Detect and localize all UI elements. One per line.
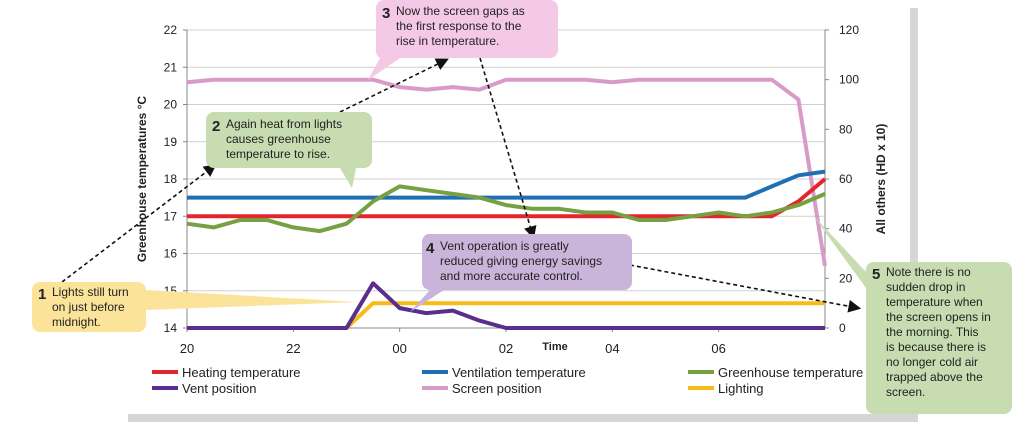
callout-text: midnight. (52, 315, 101, 329)
series-line (187, 169, 826, 200)
y-tick-label: 18 (164, 172, 178, 186)
legend-label: Greenhouse temperature (718, 365, 863, 380)
arrow (339, 58, 449, 113)
callout-text: is because there is (886, 340, 986, 354)
x-axis-title: Time (542, 341, 567, 353)
callout-text: reduced giving energy savings (440, 254, 602, 268)
callout-text: Now the screen gaps as (396, 4, 525, 18)
callout-number: 1 (38, 286, 46, 303)
series-line (187, 281, 825, 330)
legend: Heating temperature Ventilation temperatu… (152, 365, 863, 396)
callout-text: Vent operation is greatly (440, 239, 569, 253)
callout-text: the morning. This (886, 325, 979, 339)
callout-text: and more accurate control. (440, 269, 583, 283)
callout-text: Lights still turn (52, 285, 129, 299)
series-line (187, 177, 827, 219)
callout-text: temperature to rise. (226, 147, 330, 161)
callout-text: screen. (886, 385, 925, 399)
callout-text: trapped above the (886, 370, 983, 384)
y-tick-label: 22 (164, 23, 178, 37)
callout-text: the first response to the (396, 19, 522, 33)
callout-box (32, 282, 358, 332)
legend-label: Heating temperature (182, 365, 301, 380)
y2-tick-label: 80 (839, 122, 853, 136)
y-tick-label: 17 (164, 209, 178, 223)
callout-number: 5 (872, 266, 880, 283)
y2-tick-label: 60 (839, 172, 853, 186)
y2-tick-label: 20 (839, 271, 853, 285)
x-tick-label: 06 (711, 341, 725, 356)
y-tick-label: 16 (164, 247, 178, 261)
series-line (186, 77, 827, 267)
callout-text: causes greenhouse (226, 132, 331, 146)
callout-text: Again heat from lights (226, 117, 342, 131)
y-tick-label: 19 (164, 135, 178, 149)
arrow (61, 164, 217, 283)
y-axis-title: Greenhouse temperatures °C (135, 96, 149, 263)
arrow (479, 57, 537, 240)
callout-box (206, 112, 372, 188)
callout-number: 3 (382, 5, 390, 22)
y-tick-label: 20 (164, 98, 178, 112)
y2-tick-label: 40 (839, 222, 853, 236)
callout-text: sudden drop in (886, 280, 965, 294)
y-tick-label: 21 (164, 60, 178, 74)
x-tick-label: 02 (499, 341, 513, 356)
callout-box (368, 0, 558, 80)
callout-text: no longer cold air (886, 355, 978, 369)
x-tick-label: 00 (392, 341, 406, 356)
legend-label: Lighting (718, 381, 764, 396)
callout-text: Note there is no (886, 265, 971, 279)
legend-label: Ventilation temperature (452, 365, 586, 380)
legend-label: Screen position (452, 381, 542, 396)
callout-number: 4 (426, 240, 435, 257)
callout-text: temperature when (886, 295, 983, 309)
callout-text: on just before (52, 300, 125, 314)
x-tick-label: 20 (180, 341, 194, 356)
y-tick-label: 14 (164, 321, 178, 335)
legend-label: Vent position (182, 381, 256, 396)
arrow (629, 264, 862, 313)
x-tick-label: 04 (605, 341, 619, 356)
y2-tick-label: 0 (839, 321, 846, 335)
arrows (61, 57, 862, 313)
callout-box (812, 214, 1012, 414)
callout-text: the screen opens in (886, 310, 991, 324)
callout-number: 2 (212, 118, 220, 135)
y2-axis-title: All others (HD x 10) (874, 124, 888, 235)
callout-box (410, 234, 632, 312)
series-line (186, 184, 826, 234)
x-tick-label: 22 (286, 341, 300, 356)
y2-tick-label: 100 (839, 73, 859, 87)
y2-tick-label: 120 (839, 23, 859, 37)
callout-text: rise in temperature. (396, 34, 499, 48)
